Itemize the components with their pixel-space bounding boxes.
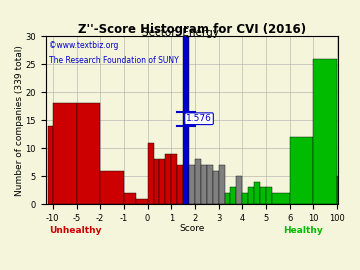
Bar (272, 193, 290, 204)
Bar (153, 159, 159, 204)
Bar (53, 103, 77, 204)
Bar (313, 59, 337, 204)
Bar (100, 171, 124, 204)
Bar (337, 176, 338, 204)
Bar (248, 187, 254, 204)
X-axis label: Score: Score (179, 224, 205, 233)
Title: Z''-Score Histogram for CVI (2016): Z''-Score Histogram for CVI (2016) (78, 23, 306, 36)
Bar (260, 187, 266, 204)
Bar (207, 165, 213, 204)
Bar (177, 165, 183, 204)
Bar (254, 182, 260, 204)
Bar (124, 193, 136, 204)
Bar (165, 154, 171, 204)
Text: Unhealthy: Unhealthy (49, 226, 101, 235)
Bar (237, 176, 242, 204)
Bar (290, 137, 313, 204)
Bar (148, 143, 153, 204)
Bar (219, 165, 225, 204)
Bar (201, 165, 207, 204)
Bar (195, 159, 201, 204)
Y-axis label: Number of companies (339 total): Number of companies (339 total) (15, 45, 24, 195)
Bar (225, 193, 230, 204)
Text: Sector: Energy: Sector: Energy (141, 28, 219, 38)
Bar (230, 187, 237, 204)
Bar (266, 187, 272, 204)
Bar (242, 193, 248, 204)
Bar (213, 171, 219, 204)
Text: Healthy: Healthy (283, 226, 323, 235)
Bar (159, 159, 165, 204)
Bar (171, 154, 177, 204)
Bar (189, 165, 195, 204)
Bar (48, 126, 53, 204)
Text: ©www.textbiz.org: ©www.textbiz.org (49, 41, 118, 50)
Text: 1.576: 1.576 (186, 114, 212, 123)
Bar (77, 103, 100, 204)
Text: The Research Foundation of SUNY: The Research Foundation of SUNY (49, 56, 179, 65)
Bar (136, 198, 148, 204)
Bar (183, 36, 189, 204)
